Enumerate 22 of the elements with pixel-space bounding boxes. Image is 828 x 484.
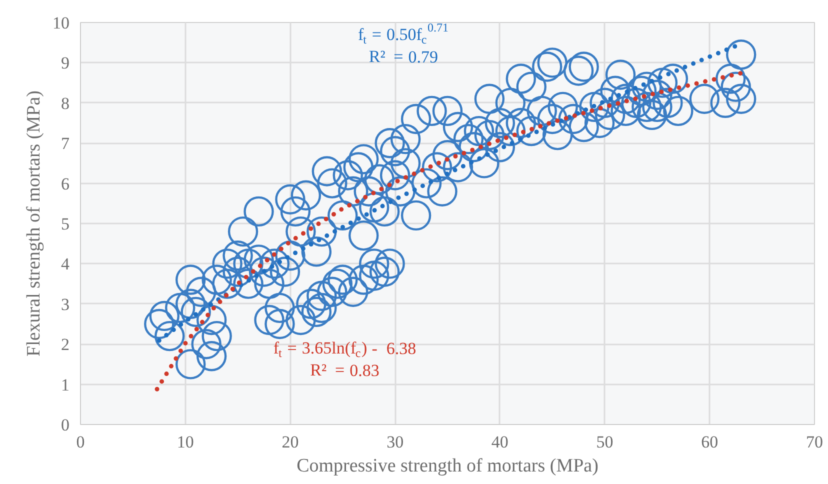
y-tick-label: 2: [61, 335, 70, 354]
y-tick-label: 6: [61, 174, 70, 194]
y-tick-label: 8: [61, 94, 70, 113]
y-tick-label: 9: [61, 54, 70, 73]
y-tick-label: 1: [61, 375, 70, 394]
x-tick-label: 60: [701, 432, 718, 452]
x-tick-label: 50: [596, 432, 614, 452]
x-tick-label: 40: [491, 432, 508, 452]
x-axis-title: Compressive strength of mortars (MPa): [296, 456, 598, 476]
x-tick-label: 20: [282, 432, 299, 452]
y-tick-label: 0: [61, 416, 70, 434]
y-axis-title: Flexural strength of mortars (MPa): [24, 90, 44, 356]
x-tick-label: 70: [806, 432, 823, 452]
x-tick-label: 0: [76, 432, 85, 452]
y-tick-label: 4: [61, 254, 70, 274]
x-tick-label: 30: [386, 432, 404, 452]
x-tick-label: 10: [176, 432, 194, 452]
y-tick-label: 10: [52, 14, 70, 32]
y-tick-label: 7: [61, 134, 70, 154]
line-series: [154, 70, 744, 392]
y-tick-label: 5: [61, 214, 70, 234]
y-tick-label: 3: [61, 294, 70, 314]
